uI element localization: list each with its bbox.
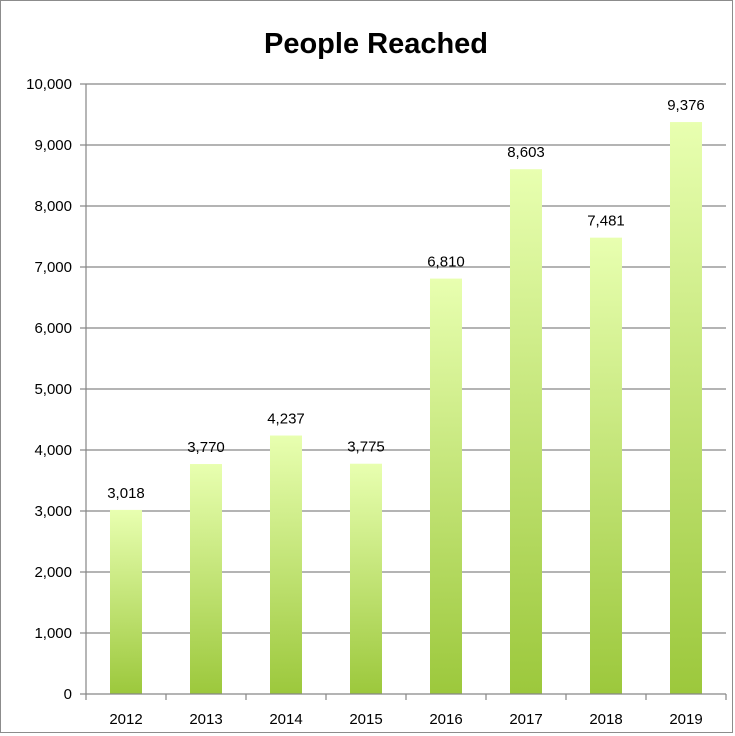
data-label-2013: 3,770 xyxy=(187,439,225,456)
x-tick-label: 2013 xyxy=(189,711,222,728)
x-tick-label: 2014 xyxy=(269,711,302,728)
y-tick-label: 0 xyxy=(64,686,72,703)
data-label-2012: 3,018 xyxy=(107,485,145,502)
bar-2014 xyxy=(270,435,302,694)
y-tick-label: 7,000 xyxy=(34,259,72,276)
data-label-2015: 3,775 xyxy=(347,439,385,456)
bar-2013 xyxy=(190,464,222,694)
bar-2017 xyxy=(510,169,542,695)
x-tick-label: 2016 xyxy=(429,711,462,728)
bar-2018 xyxy=(590,237,622,694)
data-label-2017: 8,603 xyxy=(507,144,545,161)
y-tick-label: 8,000 xyxy=(34,198,72,215)
x-tick-label: 2019 xyxy=(669,711,702,728)
y-axis: 0 1,000 2,000 3,000 4,000 5,000 6,000 7,000 8,00… xyxy=(26,76,87,703)
y-tick-label: 10,000 xyxy=(26,76,72,93)
x-tick-label: 2018 xyxy=(589,711,622,728)
y-tick-label: 9,000 xyxy=(34,137,72,154)
bar-2019 xyxy=(670,122,702,694)
y-tick-label: 3,000 xyxy=(34,503,72,520)
bars: 3,018 3,770 4,237 3,775 6,810 8,603 7,481 9,376 xyxy=(107,97,705,695)
bar-2012 xyxy=(110,509,142,694)
x-tick-label: 2017 xyxy=(509,711,542,728)
gridlines xyxy=(86,83,726,634)
data-label-2016: 6,810 xyxy=(427,254,465,271)
y-tick-label: 5,000 xyxy=(34,381,72,398)
y-tick-label: 2,000 xyxy=(34,564,72,581)
bar-2015 xyxy=(350,463,382,694)
data-label-2014: 4,237 xyxy=(267,411,305,428)
y-tick-label: 1,000 xyxy=(34,625,72,642)
chart-title: People Reached xyxy=(264,28,488,60)
x-tick-label: 2015 xyxy=(349,711,382,728)
data-label-2019: 9,376 xyxy=(667,97,705,114)
y-tick-label: 4,000 xyxy=(34,442,72,459)
x-axis: 2012 2013 2014 2015 2016 2017 2018 2019 xyxy=(85,693,727,728)
data-label-2018: 7,481 xyxy=(587,213,625,230)
y-tick-label: 6,000 xyxy=(34,320,72,337)
x-tick-label: 2012 xyxy=(109,711,142,728)
bar-2016 xyxy=(430,278,462,694)
